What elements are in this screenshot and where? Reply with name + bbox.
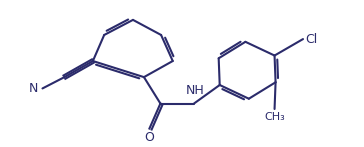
Text: NH: NH bbox=[185, 84, 204, 97]
Text: Cl: Cl bbox=[306, 33, 318, 46]
Text: O: O bbox=[145, 131, 154, 144]
Text: N: N bbox=[29, 82, 38, 95]
Text: CH₃: CH₃ bbox=[264, 112, 285, 122]
